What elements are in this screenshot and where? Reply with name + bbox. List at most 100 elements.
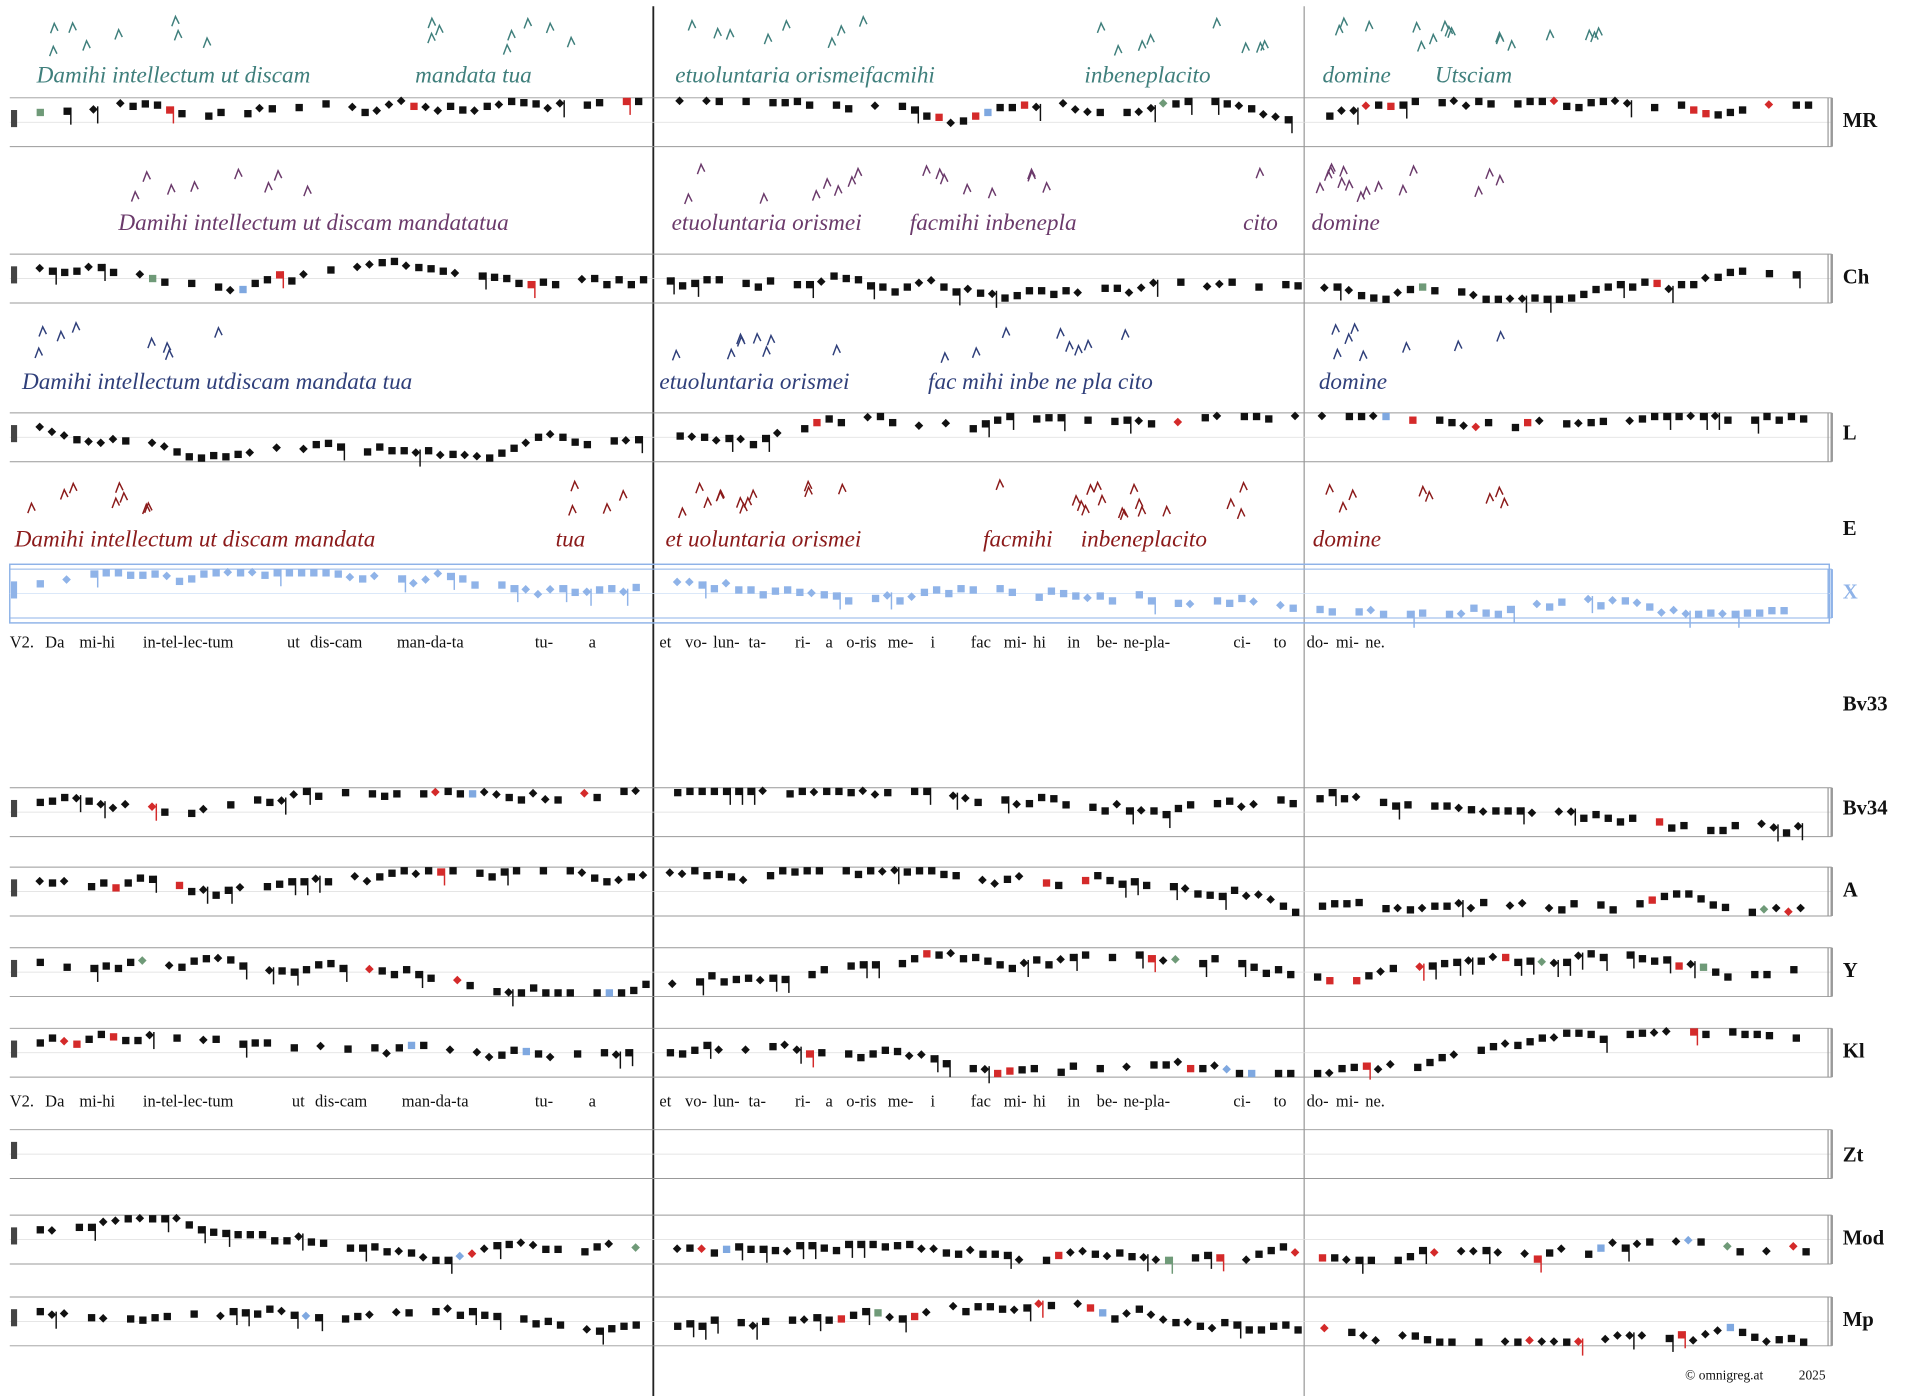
neume-square <box>161 1215 169 1223</box>
neume-square <box>1592 810 1600 819</box>
neume-square <box>363 448 372 456</box>
neume-square <box>476 869 484 877</box>
neume-square <box>1228 278 1236 286</box>
neume-square <box>1238 959 1246 968</box>
neume-diamond <box>264 965 274 975</box>
staff-label: L <box>1843 423 1857 445</box>
neume-diamond <box>1393 288 1402 297</box>
neume-diamond <box>225 285 235 295</box>
neume-square <box>593 989 601 997</box>
neume-sign <box>59 487 69 500</box>
neume-square <box>1047 587 1056 595</box>
neume-diamond <box>362 876 372 886</box>
neume-square <box>1348 1328 1356 1337</box>
lyric-syllable: in <box>1067 632 1080 651</box>
neume-square <box>805 101 814 109</box>
neume-square <box>1353 977 1361 985</box>
neume-square <box>1037 287 1046 295</box>
neume-sign <box>782 19 791 31</box>
neume-square <box>1563 1338 1571 1346</box>
neume-square <box>1641 278 1649 286</box>
neume-diamond <box>433 106 443 115</box>
lyric-syllable: ri- <box>795 632 811 651</box>
neume-diamond <box>1351 792 1361 802</box>
manuscript-text: domine <box>1313 526 1381 552</box>
neume-sign <box>836 24 846 37</box>
neume-diamond <box>1493 1248 1503 1257</box>
neume-square <box>1448 1338 1456 1346</box>
neume-diamond <box>1317 411 1327 421</box>
neume-square <box>1680 821 1688 830</box>
neume-diamond <box>35 422 45 432</box>
neume-square <box>127 571 135 579</box>
neume-square <box>1235 1069 1244 1078</box>
clef <box>10 879 18 897</box>
neume-square <box>1186 1064 1195 1073</box>
neume-square <box>437 868 445 876</box>
lyric-syllable: a <box>589 632 597 651</box>
neume-diamond <box>1349 106 1358 115</box>
neume-square <box>769 974 777 982</box>
neume-square <box>1169 883 1178 891</box>
neume-square <box>889 418 897 427</box>
neume-diamond <box>577 274 587 284</box>
neume-sign <box>1315 181 1325 194</box>
neume-square <box>468 1307 477 1316</box>
neume-square <box>1106 876 1114 885</box>
neume-square <box>539 278 548 286</box>
neume-diamond <box>108 434 118 444</box>
neume-sign <box>1416 39 1426 52</box>
clef <box>10 425 18 443</box>
neume-square <box>1370 294 1378 302</box>
neume-diamond <box>1454 898 1463 908</box>
neume-sign <box>1129 482 1139 495</box>
neume-sign <box>1453 339 1463 352</box>
neume-square <box>1575 1029 1583 1037</box>
lyric-syllable: o-ris <box>846 632 876 651</box>
neume-diamond <box>816 277 826 286</box>
neume-diamond <box>431 787 440 797</box>
neume-diamond <box>772 428 782 438</box>
neume-diamond <box>145 1030 154 1040</box>
neume-sign <box>162 341 172 353</box>
neume-square <box>1675 412 1683 421</box>
neume-sign <box>736 334 746 347</box>
neume-square <box>227 801 235 809</box>
neume-diamond <box>1459 421 1468 431</box>
lyric-syllable: be- <box>1097 1092 1118 1111</box>
neume-diamond <box>582 1325 592 1334</box>
neume-square <box>1362 1062 1371 1070</box>
neume-square <box>178 963 186 971</box>
neume-square <box>1668 824 1676 832</box>
neume-diamond <box>289 790 299 799</box>
neume-sign <box>696 162 706 175</box>
neume-square <box>1184 97 1192 106</box>
neume-square <box>1147 955 1156 963</box>
lyric-syllable: vo- <box>685 632 707 651</box>
neume-square <box>1736 1248 1744 1256</box>
neume-square <box>735 787 743 796</box>
neume-square <box>842 274 850 283</box>
neume-sign <box>1119 508 1129 521</box>
neume-square <box>141 100 149 108</box>
neume-square <box>1006 412 1014 421</box>
neume-sign <box>858 15 868 27</box>
neume-square <box>258 1231 267 1239</box>
neume-diamond <box>345 572 355 582</box>
neume-square <box>36 958 44 967</box>
neume-square <box>735 1243 743 1251</box>
lyric-syllable: me- <box>888 1092 914 1111</box>
neume-square <box>1599 97 1608 106</box>
neume-square <box>1191 1254 1200 1262</box>
neume-sign <box>832 343 841 356</box>
neume-diamond <box>135 269 145 279</box>
neume-square <box>1502 953 1510 962</box>
neume-square <box>210 1228 218 1236</box>
neume-square <box>1020 101 1029 109</box>
neume-square <box>583 101 592 109</box>
neume-square <box>1563 1029 1571 1037</box>
neume-square <box>722 787 731 796</box>
neume-square <box>791 868 799 876</box>
neume-square <box>845 1240 853 1249</box>
neume-square <box>893 1242 902 1250</box>
